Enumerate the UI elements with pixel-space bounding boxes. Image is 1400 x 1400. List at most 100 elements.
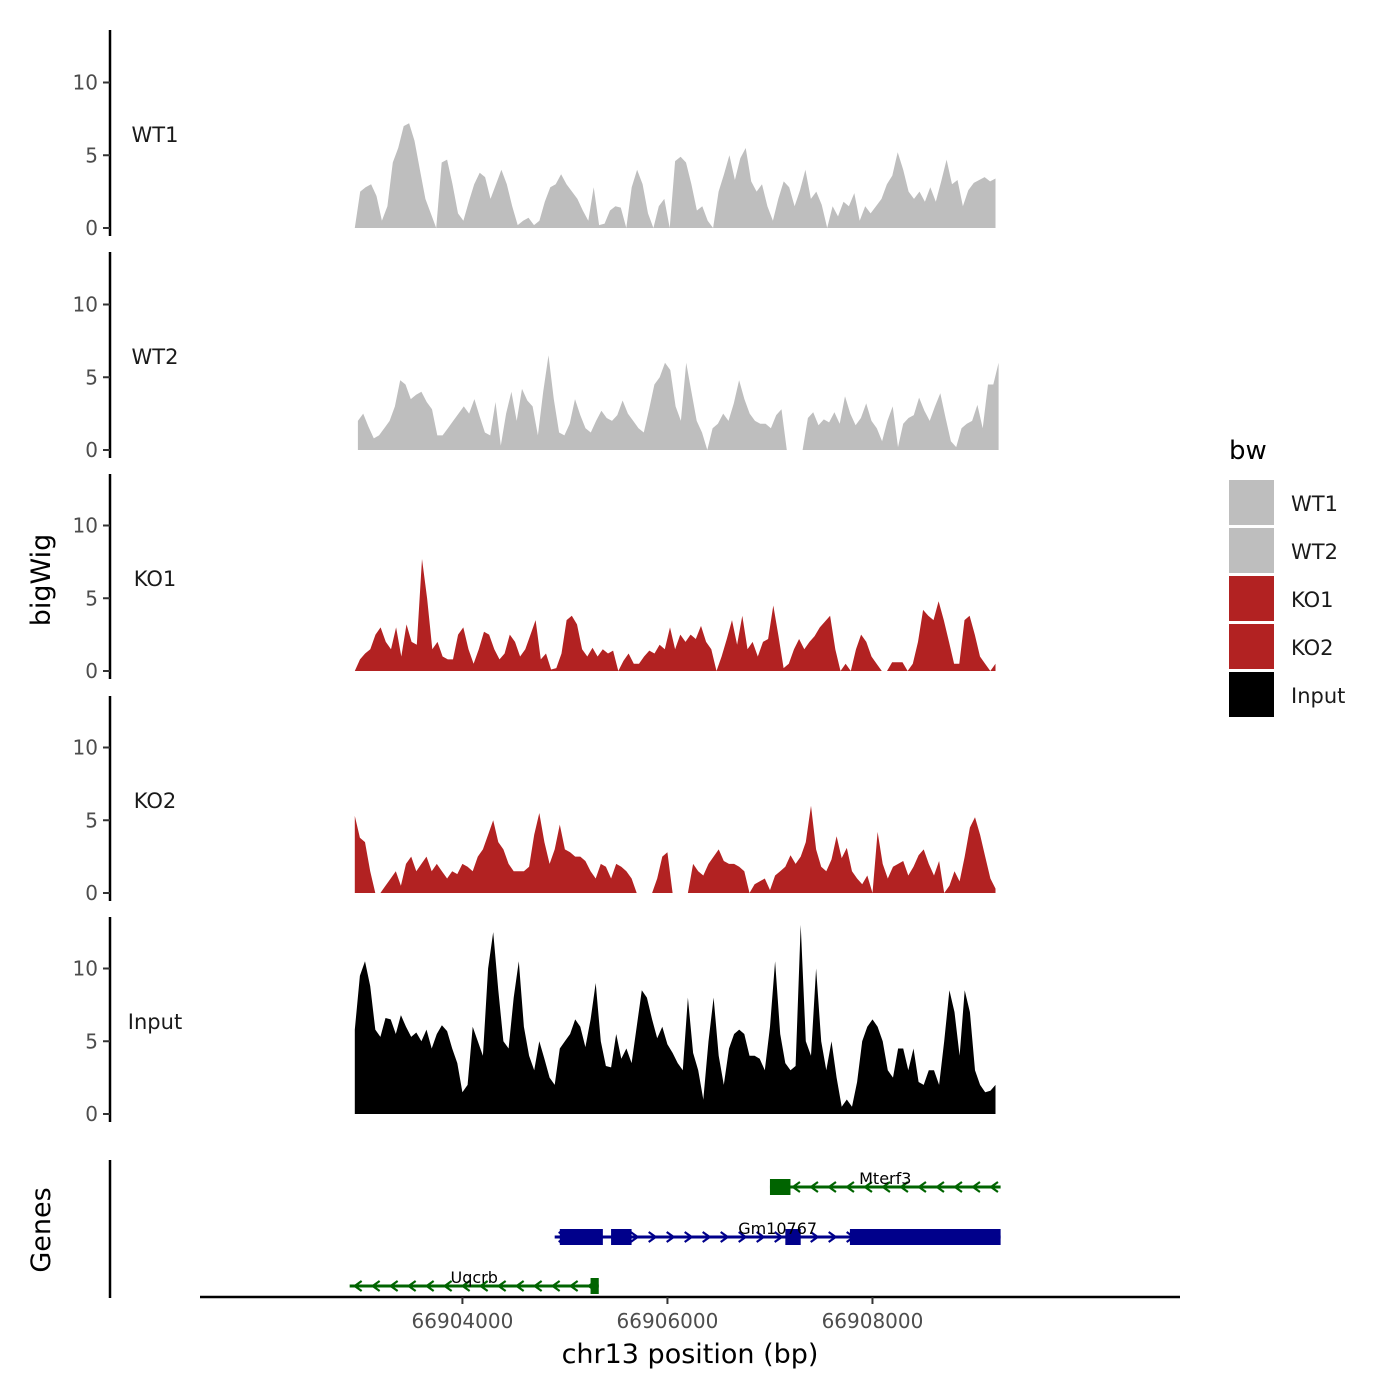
strand-arrow: [550, 1280, 561, 1292]
y-axis-title: bigWig: [26, 534, 57, 627]
strand-arrow: [442, 1280, 453, 1292]
gene-label: Gm10767: [738, 1219, 817, 1238]
strand-arrow: [828, 1231, 838, 1243]
strand-arrow: [720, 1231, 730, 1243]
x-tick-label: 66906000: [617, 1309, 719, 1333]
y-tick-label: 10: [73, 514, 98, 538]
strand-arrow: [648, 1231, 658, 1243]
bigwig-tracks: 0 5 10 WT1 0 5 10 WT2 0 5 10 KO1 0 5 10 KO2 0 5 10 Input: [73, 30, 999, 1126]
legend-swatch-wt2: [1229, 528, 1274, 573]
strand-arrow: [370, 1280, 381, 1292]
y-tick-label: 0: [85, 438, 98, 462]
strand-arrow: [971, 1181, 981, 1193]
strand-arrow: [514, 1280, 525, 1292]
area-wt1: [354, 123, 996, 228]
strand-arrow: [460, 1280, 471, 1292]
strand-arrow: [827, 1181, 837, 1193]
y-tick-label: 5: [85, 365, 98, 389]
exon: [611, 1229, 632, 1245]
strand-arrow: [774, 1231, 784, 1243]
y-tick-label: 5: [85, 143, 98, 167]
track-label-wt1: WT1: [132, 123, 179, 147]
strand-arrow: [630, 1231, 640, 1243]
track-label-ko1: KO1: [134, 567, 177, 591]
track-input: 0 5 10 Input: [73, 917, 996, 1126]
legend-swatch-input: [1229, 672, 1274, 717]
strand-arrow: [388, 1280, 399, 1292]
track-label-ko2: KO2: [134, 789, 177, 813]
gene-track: Mterf3 Gm10767 Uqcrb: [108, 1160, 1001, 1298]
strand-arrow: [496, 1280, 507, 1292]
legend-title: bw: [1229, 436, 1267, 466]
legend-label-ko1: KO1: [1291, 588, 1334, 612]
y-tick-label: 10: [73, 71, 98, 95]
y-tick-label: 10: [73, 293, 98, 317]
strand-arrow: [568, 1280, 579, 1292]
strand-arrow: [899, 1181, 909, 1193]
x-axis-title: chr13 position (bp): [562, 1339, 819, 1370]
strand-arrow: [352, 1280, 363, 1292]
strand-arrow: [810, 1231, 820, 1243]
strand-arrow: [738, 1231, 748, 1243]
y-tick-label: 10: [73, 957, 98, 981]
strand-arrow: [684, 1231, 694, 1243]
gene-uqcrb: Uqcrb: [349, 1268, 599, 1294]
area-input: [354, 924, 996, 1114]
track-label-input: Input: [128, 1010, 182, 1034]
track-ko1: 0 5 10 KO1: [73, 474, 996, 683]
track-label-wt2: WT2: [132, 345, 179, 369]
genes-axis-title: Genes: [26, 1187, 57, 1272]
strand-arrow: [989, 1181, 999, 1193]
y-tick-label: 5: [85, 1029, 98, 1053]
gene-label: Uqcrb: [451, 1268, 498, 1287]
track-wt2: 0 5 10 WT2: [73, 252, 999, 462]
y-tick-label: 0: [85, 216, 98, 240]
x-axis: 66904000 66906000 66908000: [200, 1295, 1180, 1333]
exon: [785, 1229, 801, 1245]
legend-label-ko2: KO2: [1291, 636, 1334, 660]
y-tick-label: 5: [85, 586, 98, 610]
strand-arrow: [881, 1181, 891, 1193]
strand-arrow: [666, 1231, 676, 1243]
strand-arrow: [532, 1280, 543, 1292]
legend-swatch-wt1: [1229, 480, 1274, 525]
strand-arrow: [424, 1280, 435, 1292]
strand-arrow: [863, 1181, 873, 1193]
gene-label: Mterf3: [859, 1169, 911, 1188]
legend-label-wt1: WT1: [1291, 492, 1338, 516]
exon: [769, 1179, 791, 1195]
gene-gm10767: Gm10767: [554, 1219, 1001, 1245]
legend-label-wt2: WT2: [1291, 540, 1338, 564]
legend: bw WT1 WT2 KO1 KO2 Input: [1229, 436, 1345, 717]
x-tick-label: 66908000: [822, 1309, 924, 1333]
legend-swatch-ko1: [1229, 576, 1274, 621]
area-wt2: [357, 355, 999, 450]
track-ko2: 0 5 10 KO2: [73, 696, 996, 905]
y-tick-label: 0: [85, 1102, 98, 1126]
area-ko2: [354, 805, 996, 893]
y-tick-label: 10: [73, 736, 98, 760]
strand-arrow: [935, 1181, 945, 1193]
legend-label-input: Input: [1291, 684, 1345, 708]
strand-arrow: [756, 1231, 766, 1243]
strand-arrow: [809, 1181, 819, 1193]
strand-arrow: [406, 1280, 417, 1292]
strand-arrow: [845, 1181, 855, 1193]
track-wt1: 0 5 10 WT1: [73, 30, 996, 240]
exon: [849, 1229, 1001, 1245]
y-tick-label: 0: [85, 881, 98, 905]
strand-arrow: [702, 1231, 712, 1243]
x-tick-label: 66904000: [412, 1309, 514, 1333]
legend-swatch-ko2: [1229, 624, 1274, 669]
strand-arrow: [917, 1181, 927, 1193]
exon: [590, 1278, 599, 1294]
area-ko1: [354, 559, 996, 671]
strand-arrow: [791, 1181, 801, 1193]
strand-arrow: [953, 1181, 963, 1193]
strand-arrow: [478, 1280, 489, 1292]
gene-mterf3: Mterf3: [769, 1169, 1001, 1195]
exon: [559, 1229, 603, 1245]
y-tick-label: 0: [85, 659, 98, 683]
y-tick-label: 5: [85, 808, 98, 832]
